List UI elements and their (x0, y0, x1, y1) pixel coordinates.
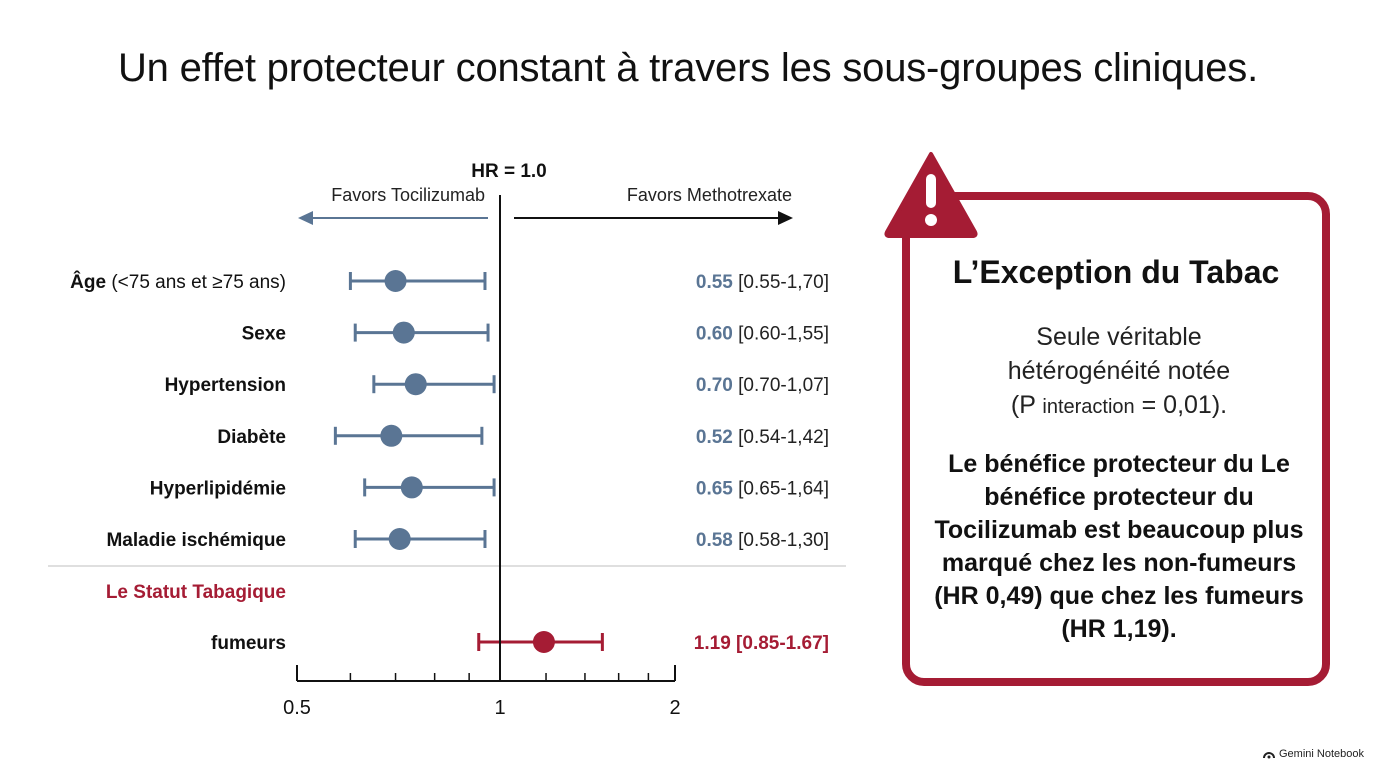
callout-subtext: Seule véritable hétérogénéité notée (P i… (936, 320, 1302, 424)
favors-methotrexate-arrow-icon (514, 211, 793, 225)
row-label-bold: Diabète (217, 427, 286, 448)
hr-ci-text: [0.58-1,30] (733, 530, 829, 551)
hr-value-label: 0.70 [0.70-1,07] (696, 375, 829, 396)
p-interaction-label: interaction (1042, 396, 1135, 418)
hr-estimate: 0.55 (696, 272, 733, 293)
hr-point (392, 321, 415, 344)
hr-point (380, 424, 403, 447)
footer-text: Gemini Notebook (1279, 748, 1364, 760)
row-label-bold: Âge (70, 271, 106, 293)
x-tick-label: 2 (669, 697, 680, 719)
hr-ci-text: [0.70-1,07] (733, 375, 829, 396)
row-label: fumeurs (211, 633, 286, 654)
hr-ci-text: [0.85-1.67] (731, 633, 829, 654)
hr-point (384, 270, 407, 292)
forest-row: fumeurs 1.19 [0.85-1.67] (211, 631, 829, 654)
x-tick-label: 1 (494, 697, 505, 719)
hr-ci-text: [0.55-1,70] (733, 272, 829, 293)
smoking-exception-callout (902, 192, 1330, 686)
forest-row: Hyperlipidémie 0.65 [0.65-1,64] (150, 476, 829, 499)
hr-ci-text: [0.54-1,42] (733, 427, 829, 448)
forest-row: Âge (<75 ans et ≥75 ans) 0.55 [0.55-1,70] (70, 270, 829, 293)
row-label-bold: Sexe (242, 324, 286, 345)
row-label-bold: fumeurs (211, 633, 286, 654)
row-label: Maladie ischémique (106, 530, 286, 551)
p-value: = 0,01). (1134, 391, 1228, 419)
hr-estimate: 0.60 (696, 324, 733, 345)
hr-point (400, 476, 423, 499)
hr-ci-text: [0.65-1,64] (733, 478, 829, 499)
row-label-bold: Hypertension (165, 375, 286, 396)
hr-value-label: 0.65 [0.65-1,64] (696, 478, 829, 499)
forest-row: Hypertension 0.70 [0.70-1,07] (165, 373, 829, 396)
hr-estimate: 0.52 (696, 427, 733, 448)
row-label-detail: (<75 ans et ≥75 ans) (106, 272, 286, 293)
footer-brand: Gemini Notebook (1263, 748, 1364, 760)
row-label: Hypertension (165, 375, 286, 396)
hr-value-label: 0.55 [0.55-1,70] (696, 272, 829, 293)
favors-tocilizumab-arrow-icon (298, 211, 488, 225)
section-label: Le Statut Tabagique (106, 582, 286, 603)
row-label: Âge (<75 ans et ≥75 ans) (70, 271, 286, 293)
row-label-bold: Maladie ischémique (106, 530, 286, 551)
hr-point (404, 373, 427, 396)
p-prefix: (P (1010, 391, 1043, 419)
hr-value-label: 0.60 [0.60-1,55] (696, 324, 829, 345)
hr-value-label: 0.58 [0.58-1,30] (696, 530, 829, 551)
row-label: Sexe (242, 324, 286, 345)
hr-point (388, 528, 411, 550)
row-label: Diabète (217, 427, 286, 448)
favors-tocilizumab-label: Favors Tocilizumab (331, 185, 485, 205)
favors-methotrexate-label: Favors Methotrexate (627, 185, 792, 205)
warning-triangle-icon (884, 152, 978, 238)
callout-sub-line2: hétérogénéité notée (1007, 357, 1231, 385)
forest-plot: HR = 1.0 Favors Tocilizumab Favors Metho… (48, 161, 846, 719)
hr-point (532, 631, 555, 653)
row-label-bold: Hyperlipidémie (150, 478, 286, 499)
callout-body: Le bénéfice protecteur du Le bénéfice pr… (934, 450, 1304, 643)
forest-row: Maladie ischémique 0.58 [0.58-1,30] (106, 528, 829, 551)
x-tick-label: 0.5 (283, 697, 311, 719)
page-title: Un effet protecteur constant à travers l… (117, 46, 1258, 90)
hr-estimate: 0.65 (696, 478, 733, 499)
hr-estimate: 0.58 (696, 530, 733, 551)
row-label: Hyperlipidémie (150, 478, 286, 499)
forest-row: Sexe 0.60 [0.60-1,55] (242, 321, 829, 345)
hr-estimate: 1.19 (694, 633, 731, 654)
callout-sub-line1: Seule véritable (1036, 323, 1202, 351)
notebook-logo-icon (1263, 751, 1275, 758)
hr-value-label: 1.19 [0.85-1.67] (694, 633, 829, 654)
forest-row: Diabète 0.52 [0.54-1,42] (217, 424, 829, 448)
hr-value-label: 0.52 [0.54-1,42] (696, 427, 829, 448)
hr-estimate: 0.70 (696, 375, 733, 396)
reference-label: HR = 1.0 (471, 161, 547, 182)
hr-ci-text: [0.60-1,55] (733, 324, 829, 345)
callout-heading: L’Exception du Tabac (952, 254, 1280, 290)
callout-sub-line3: (P interaction = 0,01). (936, 388, 1302, 424)
